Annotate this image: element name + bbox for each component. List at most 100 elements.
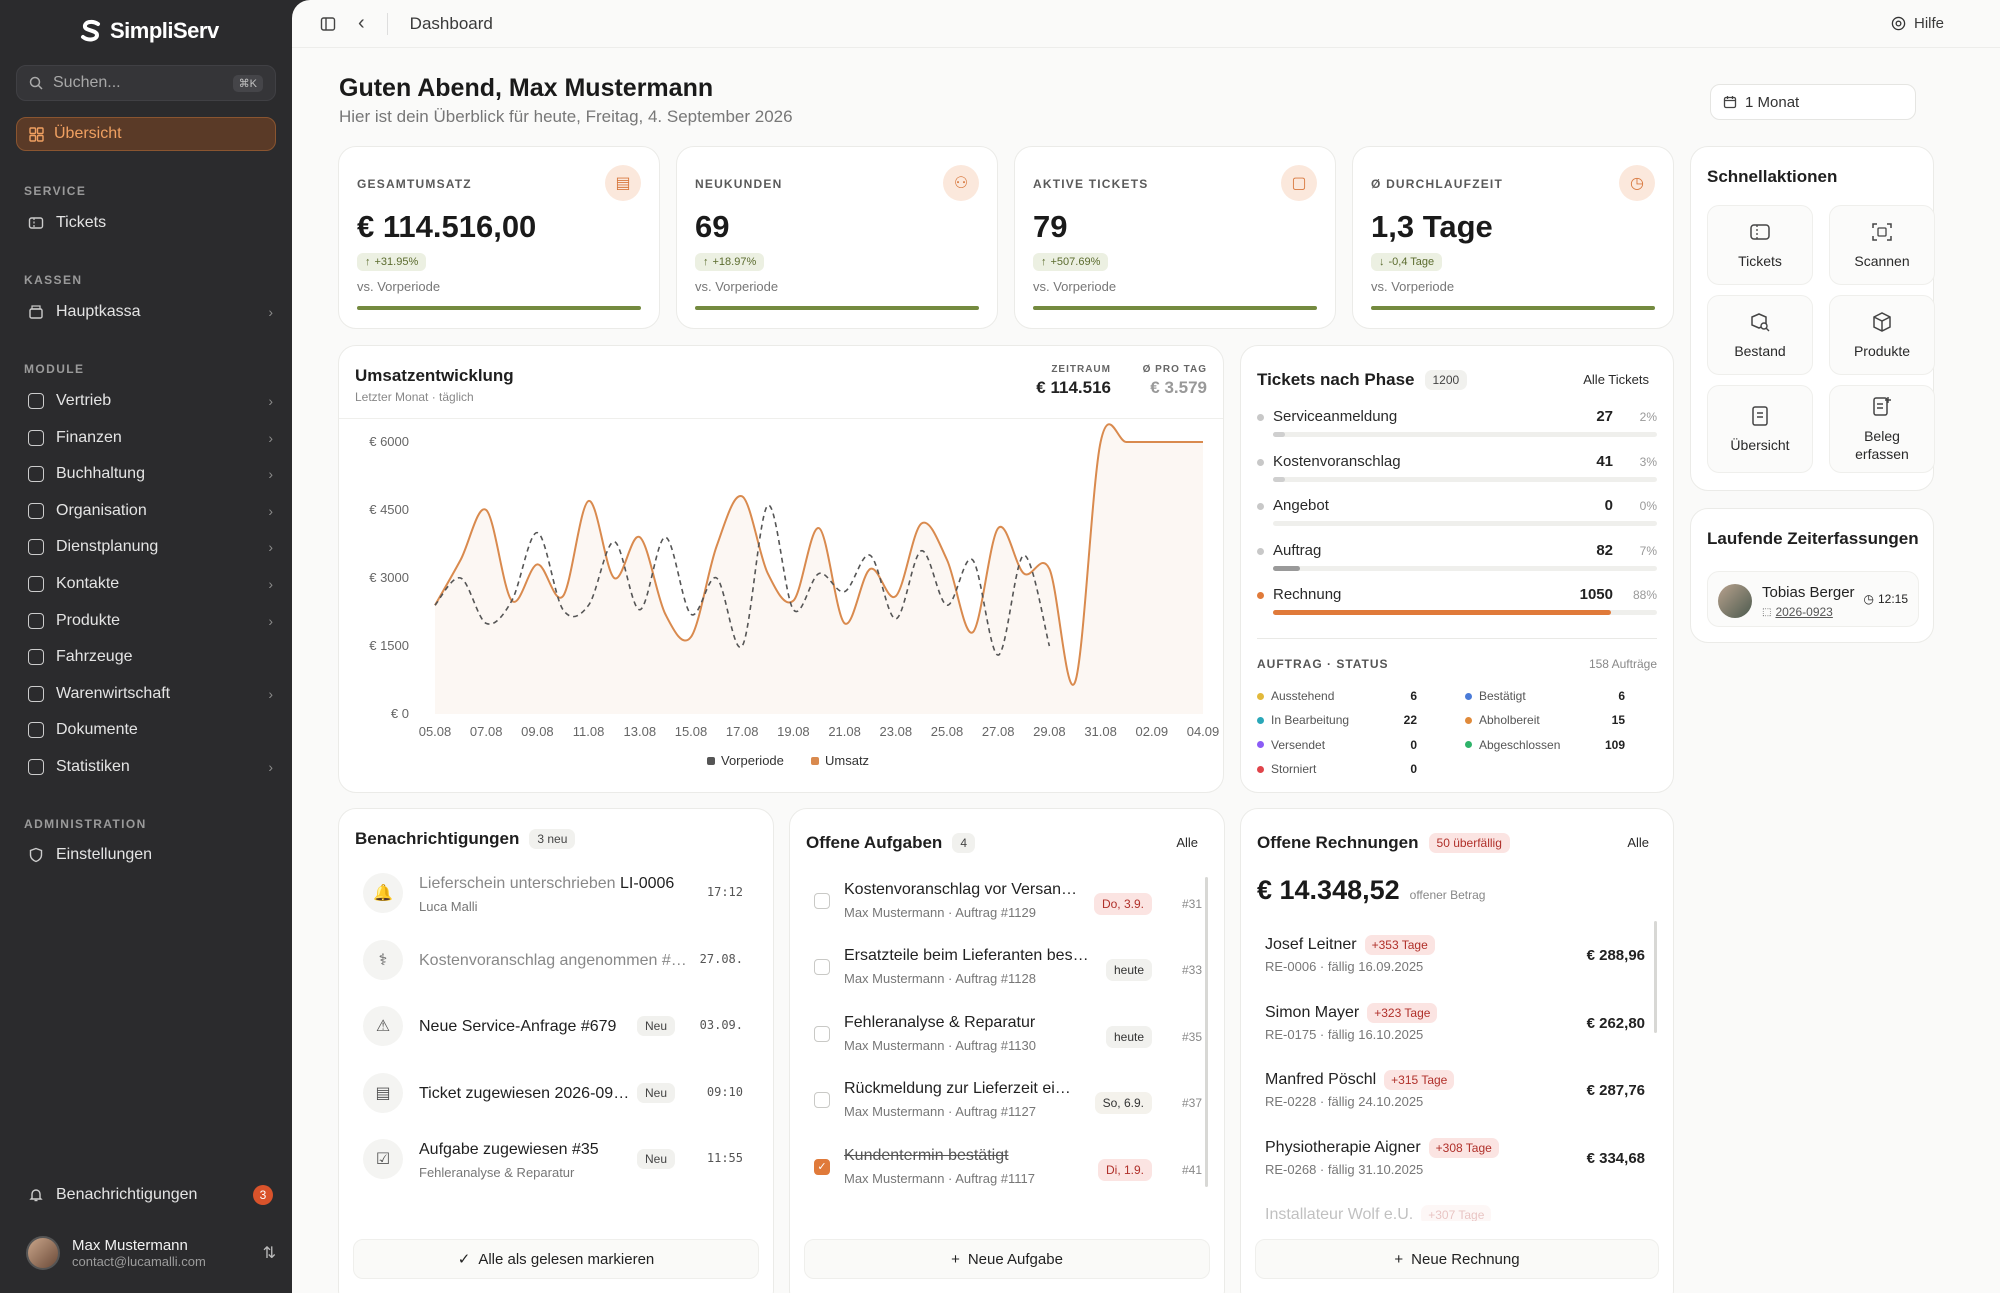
all-tickets-link[interactable]: Alle Tickets xyxy=(1583,372,1649,387)
quick-action-beleg-erfassen[interactable]: Beleg erfassen xyxy=(1829,385,1935,473)
sidebar-item-dienstplanung[interactable]: Dienstplanung › xyxy=(28,532,273,562)
vorperiode-point xyxy=(611,539,617,545)
invoice-item[interactable]: Physiotherapie Aigner +308 Tage RE-0268 · … xyxy=(1265,1132,1651,1192)
quick-action-label: Bestand xyxy=(1734,343,1786,359)
vorperiode-point xyxy=(970,557,976,563)
sidebar-item-tickets[interactable]: Tickets xyxy=(28,208,273,238)
sidebar-item-label: Finanzen xyxy=(56,428,122,446)
all-invoices-link[interactable]: Alle xyxy=(1627,835,1649,850)
quick-action-produkte[interactable]: Produkte xyxy=(1829,295,1935,375)
clock-icon: ◷ xyxy=(1619,165,1655,201)
time-entry[interactable]: Tobias Berger ⬚ 2026-0923 ◷ 12:15 xyxy=(1707,571,1919,627)
x-tick-label: 17.08 xyxy=(726,724,759,739)
sidebar-item-kontakte[interactable]: Kontakte › xyxy=(28,569,273,599)
sidebar-item-fahrzeuge[interactable]: Fahrzeuge xyxy=(28,642,273,672)
vorperiode-point xyxy=(432,602,438,608)
phase-row-kostenvoranschlag[interactable]: Kostenvoranschlag 41 3% xyxy=(1257,451,1657,482)
vorperiode-point xyxy=(509,598,515,604)
help-icon xyxy=(1891,16,1906,31)
time-tracking-title: Laufende Zeiterfassungen xyxy=(1707,529,1919,548)
legend-label: Vorperiode xyxy=(721,753,784,768)
sidebar-item-uebersicht[interactable]: Übersicht xyxy=(16,117,276,151)
invoice-item[interactable]: Installateur Wolf e.U. +307 Tage xyxy=(1265,1199,1651,1221)
users-icon xyxy=(28,576,44,592)
kpi-label: AKTIVE TICKETS xyxy=(1033,177,1149,191)
back-icon[interactable]: ‹ xyxy=(358,12,365,34)
phase-row-angebot[interactable]: Angebot 0 0% xyxy=(1257,495,1657,527)
task-checkbox[interactable] xyxy=(814,1025,830,1042)
quick-action-uebersicht[interactable]: Übersicht xyxy=(1707,385,1813,473)
phase-progress-track xyxy=(1273,521,1657,527)
sidebar-item-buchhaltung[interactable]: Buchhaltung › xyxy=(28,459,273,489)
vorperiode-point xyxy=(637,607,643,613)
new-task-button[interactable]: + Neue Aufgabe xyxy=(804,1239,1210,1279)
status-dot xyxy=(1257,741,1264,749)
umsatz-point xyxy=(560,593,566,599)
task-item[interactable]: ✓ Kundentermin bestätigt Max Mustermann · … xyxy=(808,1141,1202,1197)
umsatz-point xyxy=(1149,439,1155,445)
sidebar-item-finanzen[interactable]: Finanzen › xyxy=(28,423,273,453)
scrollbar[interactable] xyxy=(1654,921,1657,1033)
task-checkbox[interactable] xyxy=(814,959,830,976)
switch-icon[interactable]: ⇅ xyxy=(262,1245,276,1262)
section-service: SERVICE xyxy=(24,184,87,198)
invoice-item[interactable]: Josef Leitner +353 Tage RE-0006 · fällig 1… xyxy=(1265,929,1651,989)
sidebar-item-dokumente[interactable]: Dokumente xyxy=(28,715,273,745)
help-button[interactable]: Hilfe xyxy=(1891,15,1944,32)
sidebar-item-einstellungen[interactable]: Einstellungen xyxy=(28,840,273,870)
sidebar-item-benachrichtigungen[interactable]: Benachrichtigungen 3 xyxy=(28,1180,273,1210)
task-checkbox[interactable] xyxy=(814,1092,830,1109)
scrollbar[interactable] xyxy=(1205,877,1208,1187)
notification-item[interactable]: 🔔 Lieferschein unterschrieben LI-0006 Luca… xyxy=(357,869,755,919)
quick-action-bestand[interactable]: Bestand xyxy=(1707,295,1813,375)
user-menu[interactable]: Max Mustermann contact@lucamalli.com ⇅ xyxy=(26,1233,276,1273)
task-due-badge: Do, 3.9. xyxy=(1093,893,1152,915)
quick-action-scannen[interactable]: Scannen xyxy=(1829,205,1935,285)
sidebar-item-vertrieb[interactable]: Vertrieb › xyxy=(28,386,273,416)
sidebar-toggle-icon[interactable] xyxy=(320,16,336,32)
task-sub: Max Mustermann · Auftrag #1128 xyxy=(844,971,1036,987)
grid-icon xyxy=(29,126,44,142)
kpi-value: € 114.516,00 xyxy=(357,209,537,244)
vorperiode-point xyxy=(995,652,1001,658)
phase-row-auftrag[interactable]: Auftrag 82 7% xyxy=(1257,540,1657,571)
sidebar-item-organisation[interactable]: Organisation › xyxy=(28,496,273,526)
task-checkbox[interactable] xyxy=(814,893,830,909)
sidebar-item-statistiken[interactable]: Statistiken › xyxy=(28,752,273,782)
date-range-select[interactable]: 1 Monat xyxy=(1710,84,1916,120)
phase-row-serviceanmeldung[interactable]: Serviceanmeldung 27 2% xyxy=(1257,406,1657,437)
new-invoice-button[interactable]: + Neue Rechnung xyxy=(1255,1239,1659,1279)
sidebar-item-warenwirtschaft[interactable]: Warenwirtschaft › xyxy=(28,679,273,709)
invoice-item[interactable]: Manfred Pöschl +315 Tage RE-0228 · fällig … xyxy=(1265,1064,1651,1124)
x-tick-label: 19.08 xyxy=(777,724,810,739)
notification-item[interactable]: ▤ Ticket zugewiesen 2026-09… Neu 09:10 xyxy=(357,1069,755,1119)
task-item[interactable]: Fehleranalyse & Reparatur Max Mustermann … xyxy=(808,1008,1202,1064)
mark-all-read-button[interactable]: ✓ Alle als gelesen markieren xyxy=(353,1239,759,1279)
search-input[interactable]: Suchen... ⌘K xyxy=(16,65,276,101)
umsatz-point xyxy=(483,507,489,513)
task-checkbox[interactable]: ✓ xyxy=(814,1158,830,1175)
task-item[interactable]: Rückmeldung zur Lieferzeit ei… Max Muster… xyxy=(808,1074,1202,1130)
notification-item[interactable]: ⚕ Kostenvoranschlag angenommen #… 27.08. xyxy=(357,936,755,986)
task-item[interactable]: Ersatzteile beim Lieferanten bes… Max Mus… xyxy=(808,941,1202,997)
sidebar: SimpliServ Suchen... ⌘K Übersicht SERVIC… xyxy=(0,0,292,1293)
brand-logo[interactable]: SimpliServ xyxy=(78,18,219,44)
all-tasks-link[interactable]: Alle xyxy=(1176,835,1198,850)
kpi-comparison: vs. Vorperiode xyxy=(1033,279,1117,294)
time-tracking-card: Laufende Zeiterfassungen Tobias Berger ⬚… xyxy=(1690,508,1934,643)
notification-item[interactable]: ☑ Aufgabe zugewiesen #35 Fehleranalyse & R… xyxy=(357,1135,755,1185)
sidebar-item-produkte[interactable]: Produkte › xyxy=(28,606,273,636)
task-due-badge: heute xyxy=(1105,959,1152,982)
quick-action-tickets[interactable]: Tickets xyxy=(1707,205,1813,285)
umsatz-point xyxy=(739,493,745,499)
task-item[interactable]: Kostenvoranschlag vor Versan… Max Musterm… xyxy=(808,875,1202,931)
x-tick-label: 27.08 xyxy=(982,724,1015,739)
time-entry-ticket[interactable]: 2026-0923 xyxy=(1775,605,1833,619)
phase-row-rechnung[interactable]: Rechnung 1050 88% xyxy=(1257,584,1657,616)
invoice-customer-wrap: Josef Leitner +353 Tage xyxy=(1265,935,1435,955)
sidebar-item-hauptkassa[interactable]: Hauptkassa › xyxy=(28,297,273,327)
status-count: 15 xyxy=(1611,713,1625,728)
vorperiode-point xyxy=(893,616,899,622)
notification-item[interactable]: ⚠ Neue Service-Anfrage #679 Neu 03.09. xyxy=(357,1002,755,1052)
invoice-item[interactable]: Simon Mayer +323 Tage RE-0175 · fällig 16.… xyxy=(1265,997,1651,1057)
